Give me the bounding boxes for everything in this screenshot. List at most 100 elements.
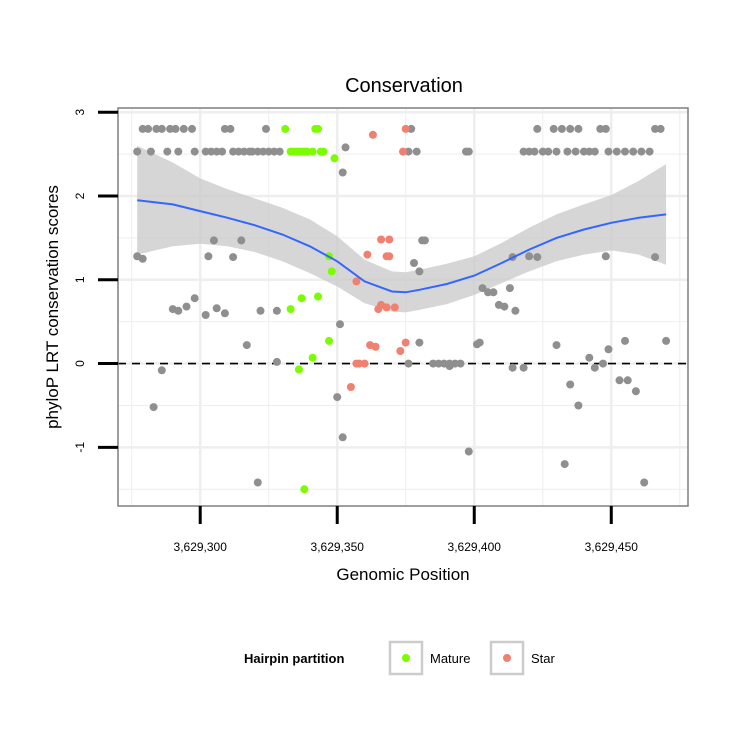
point-other xyxy=(144,124,153,133)
point-other xyxy=(651,253,660,262)
point-mature xyxy=(286,305,295,314)
plot-panel xyxy=(117,107,689,507)
point-other xyxy=(404,147,413,156)
point-star xyxy=(377,235,386,244)
legend-marker-star xyxy=(503,654,511,662)
y-tick-label: -1 xyxy=(73,442,87,453)
point-star xyxy=(346,383,355,391)
point-other xyxy=(533,253,542,262)
point-other xyxy=(566,380,575,389)
point-other xyxy=(612,147,621,156)
point-other xyxy=(530,147,539,156)
point-other xyxy=(544,147,553,156)
point-other xyxy=(596,124,605,133)
point-other xyxy=(229,147,238,156)
point-other xyxy=(656,124,665,133)
point-other xyxy=(429,359,438,368)
point-other xyxy=(174,147,183,156)
point-other xyxy=(601,252,610,261)
point-other xyxy=(333,393,342,402)
point-other xyxy=(519,147,528,156)
smooth-trend-line xyxy=(137,199,667,294)
y-tick-label: 2 xyxy=(73,192,87,199)
series-mature xyxy=(281,124,339,494)
point-other xyxy=(415,267,424,276)
point-mature xyxy=(300,485,309,494)
point-star xyxy=(401,124,410,133)
point-other xyxy=(229,253,238,262)
point-other xyxy=(201,147,210,156)
grid-lines xyxy=(118,108,688,506)
point-mature xyxy=(281,124,290,133)
point-other xyxy=(179,124,188,133)
point-other xyxy=(557,124,566,133)
point-mature xyxy=(314,292,322,301)
point-other xyxy=(640,478,649,487)
data-points xyxy=(133,124,671,494)
point-other xyxy=(604,345,613,354)
y-axis-title: phyloP LRT conservation scores xyxy=(43,185,62,429)
panel-border xyxy=(117,107,689,507)
point-other xyxy=(464,447,473,456)
point-other xyxy=(585,147,594,156)
point-star xyxy=(374,305,383,314)
point-other xyxy=(220,124,229,133)
point-star xyxy=(363,250,372,259)
point-mature xyxy=(297,294,306,303)
x-axis-title: Genomic Position xyxy=(336,565,469,584)
point-other xyxy=(242,341,251,350)
point-star xyxy=(390,303,399,312)
point-other xyxy=(157,124,166,133)
point-other xyxy=(218,147,227,156)
point-other xyxy=(262,124,270,133)
point-other xyxy=(270,147,279,156)
x-tick-label: 3,629,350 xyxy=(311,540,365,554)
point-other xyxy=(574,124,583,133)
point-other xyxy=(621,147,629,156)
point-other xyxy=(599,359,607,368)
point-other xyxy=(341,143,350,152)
point-other xyxy=(338,433,347,442)
point-other xyxy=(190,147,199,156)
point-other xyxy=(505,284,514,293)
point-other xyxy=(500,302,509,311)
point-star xyxy=(396,347,405,355)
x-tick-label: 3,629,450 xyxy=(585,540,639,554)
point-mature xyxy=(308,147,317,156)
y-axis: -1 0 1 2 3 xyxy=(73,109,118,453)
point-other xyxy=(519,363,528,372)
legend-label-mature: Mature xyxy=(430,651,470,666)
y-tick-label: 1 xyxy=(73,276,87,283)
point-other xyxy=(204,252,213,261)
point-other xyxy=(445,362,454,371)
point-other xyxy=(585,353,594,362)
legend-marker-mature xyxy=(402,654,410,662)
point-other xyxy=(201,311,210,319)
point-mature xyxy=(314,124,322,133)
point-other xyxy=(412,147,421,156)
point-other xyxy=(234,147,243,156)
point-other xyxy=(209,236,218,245)
point-other xyxy=(226,124,235,133)
point-mature xyxy=(308,353,317,362)
point-other xyxy=(525,252,534,261)
point-other xyxy=(629,147,638,156)
point-other xyxy=(533,124,542,133)
point-other xyxy=(508,363,517,372)
point-other xyxy=(336,320,344,329)
point-other xyxy=(338,168,347,177)
point-other xyxy=(253,478,262,487)
series-other xyxy=(133,124,671,487)
point-other xyxy=(604,147,613,156)
point-mature xyxy=(319,147,328,156)
point-other xyxy=(190,294,199,303)
point-other xyxy=(133,147,142,156)
point-other xyxy=(662,336,671,345)
point-other xyxy=(272,357,281,366)
point-other xyxy=(645,147,654,156)
point-star xyxy=(385,252,394,261)
point-mature xyxy=(327,267,336,276)
point-other xyxy=(552,341,561,350)
point-other xyxy=(237,236,246,245)
point-other xyxy=(146,147,155,156)
